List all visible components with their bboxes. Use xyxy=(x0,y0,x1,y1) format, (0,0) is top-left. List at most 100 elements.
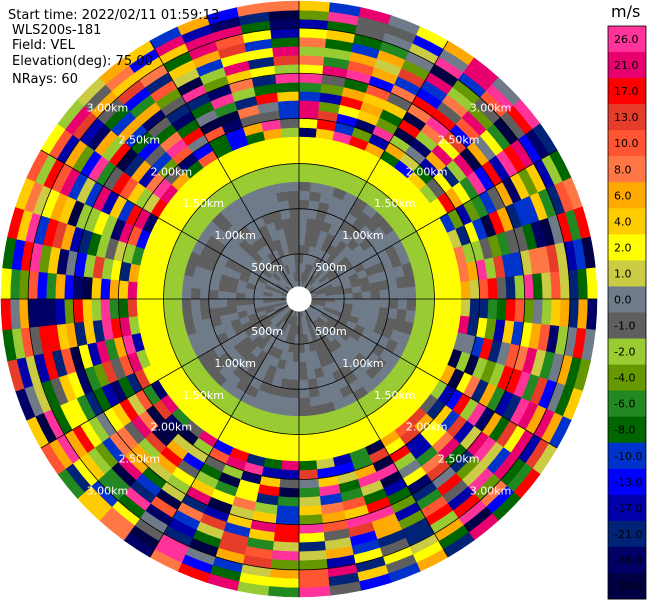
range-gate xyxy=(287,397,300,408)
range-gate xyxy=(253,298,264,305)
range-gate xyxy=(388,288,399,300)
range-gate xyxy=(136,298,147,317)
range-gate xyxy=(268,577,300,589)
range-gate xyxy=(541,298,553,326)
range-gate xyxy=(298,181,312,192)
range-gate xyxy=(288,199,300,210)
range-gate xyxy=(286,181,300,192)
range-gate xyxy=(352,292,363,300)
range-gate xyxy=(451,281,462,300)
range-gate xyxy=(275,72,300,84)
range-gate xyxy=(91,276,102,300)
range-gate xyxy=(298,0,331,12)
range-gate xyxy=(388,298,399,310)
colorbar-tick-label: -1.0 xyxy=(614,320,635,333)
range-gate xyxy=(586,298,598,331)
station-text: WLS200s-181 xyxy=(12,23,101,38)
colorbar: m/s 26.0 21.0 17.0 13.0 10.0 8.0 6.0 4.0 2.0 1.0 0… xyxy=(607,2,647,600)
range-gate xyxy=(298,172,313,183)
range-ring-label: 2.50km xyxy=(438,453,480,466)
range-gate xyxy=(81,276,93,300)
colorbar-swatch xyxy=(608,390,646,418)
range-gate xyxy=(199,288,210,300)
range-gate xyxy=(268,9,300,21)
range-gate xyxy=(267,0,300,12)
range-gate xyxy=(298,109,320,120)
range-gate xyxy=(9,298,21,330)
colorbar-tick-label: -6.0 xyxy=(614,398,635,411)
range-gate xyxy=(100,277,111,300)
range-gate xyxy=(298,217,308,228)
range-gate xyxy=(577,298,589,330)
range-gate xyxy=(284,424,300,435)
range-gate xyxy=(496,276,507,300)
colorbar-swatch xyxy=(608,468,646,496)
colorbar-swatch xyxy=(608,520,646,548)
range-gate xyxy=(280,460,300,471)
range-gate xyxy=(298,118,319,129)
range-gate xyxy=(298,469,319,480)
range-gate xyxy=(276,81,300,93)
range-gate xyxy=(298,541,326,553)
range-gate xyxy=(361,291,372,300)
range-ring-label: 1.00km xyxy=(342,229,384,242)
range-gate xyxy=(276,496,300,507)
range-gate xyxy=(81,298,93,322)
range-gate xyxy=(136,281,147,300)
range-gate xyxy=(415,285,426,300)
range-ring-label: 500m xyxy=(251,325,283,338)
range-gate xyxy=(244,298,255,305)
colorbar-tick-label: 10.0 xyxy=(614,137,639,150)
azimuth-spoke xyxy=(298,298,449,558)
colorbar-frame xyxy=(607,25,647,600)
colorbar-tick-label: -2.0 xyxy=(614,346,635,359)
range-gate xyxy=(298,325,304,336)
range-ring-label: 3.00km xyxy=(87,101,129,114)
range-gate xyxy=(586,267,598,300)
range-ring-label: 2.00km xyxy=(406,165,448,178)
range-gate xyxy=(283,226,293,238)
range-ring-label: 2.50km xyxy=(119,133,161,146)
range-gate xyxy=(190,287,201,300)
range-gate xyxy=(127,298,138,318)
colorbar-swatch xyxy=(608,182,646,209)
range-gate xyxy=(559,298,571,328)
range-gate xyxy=(273,532,300,544)
field-text: Field: VEL xyxy=(12,38,76,53)
colorbar-swatch xyxy=(608,338,646,366)
range-gate xyxy=(279,469,300,480)
range-gate xyxy=(276,91,300,102)
info-block: Start time: 2022/02/11 01:59:13 WLS200s-… xyxy=(8,8,219,87)
range-gate xyxy=(145,298,156,316)
range-gate xyxy=(289,379,300,390)
range-gate xyxy=(487,277,498,300)
colorbar-swatch xyxy=(608,52,646,79)
range-gate xyxy=(270,559,300,571)
range-gate xyxy=(270,27,300,39)
range-gate xyxy=(505,276,517,300)
range-gate xyxy=(433,298,444,315)
range-gate xyxy=(451,298,462,317)
range-gate xyxy=(298,81,322,93)
range-gate xyxy=(282,442,300,453)
range-gate xyxy=(487,298,498,321)
range-gate xyxy=(298,72,323,84)
range-gate xyxy=(298,54,325,66)
colorbar-swatch xyxy=(608,572,646,600)
range-gate xyxy=(292,235,300,246)
range-gate xyxy=(306,369,317,381)
range-ring-label: 1.00km xyxy=(214,229,256,242)
azimuth-spoke xyxy=(149,40,300,300)
range-gate xyxy=(298,514,323,526)
range-gate xyxy=(273,54,300,66)
range-gate xyxy=(45,272,57,300)
range-gate xyxy=(298,559,328,571)
range-gate xyxy=(424,298,435,314)
range-gate xyxy=(298,226,307,237)
range-gate xyxy=(282,145,300,156)
range-gate xyxy=(291,361,300,372)
range-gate xyxy=(287,190,300,201)
ppi-velocity-field xyxy=(0,0,598,598)
colorbar-swatch xyxy=(608,494,646,522)
range-gate xyxy=(370,290,381,300)
